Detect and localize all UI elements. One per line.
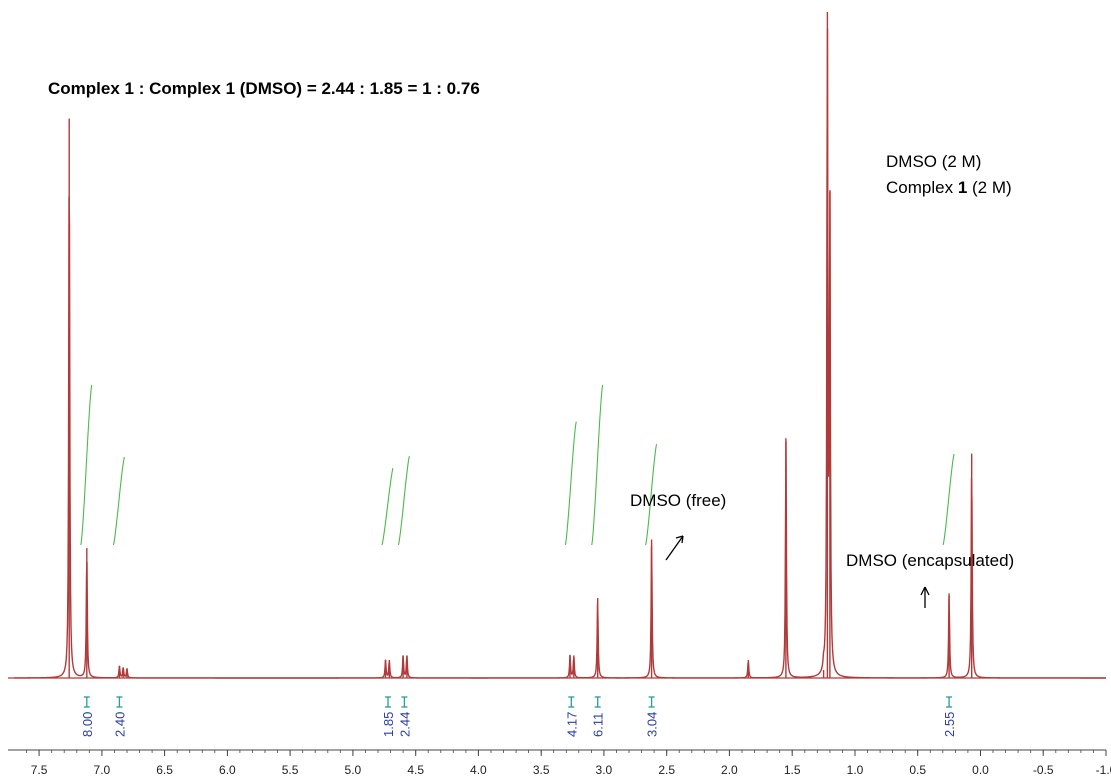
- integral-marker-2: [385, 696, 391, 708]
- integral-value-4: 4.17: [564, 712, 579, 737]
- integral-value-3: 2.44: [397, 712, 412, 737]
- x-tick-label: -1.0: [1096, 763, 1111, 777]
- integral-value-6: 3.04: [645, 712, 660, 737]
- x-tick-label: 5.0: [345, 763, 362, 777]
- integral-marker-5: [594, 696, 601, 708]
- x-tick-label: -0.5: [1033, 763, 1054, 777]
- x-tick-label: 7.5: [31, 763, 48, 777]
- legend-line-complex: Complex 1 (2 M): [886, 178, 1012, 197]
- x-tick-label: 3.5: [533, 763, 550, 777]
- x-tick-label: 5.5: [282, 763, 299, 777]
- x-tick-label: 1.5: [784, 763, 801, 777]
- x-tick-label: 1.0: [847, 763, 864, 777]
- integral-labels: 8.00 2.40 1.85 2.44 4.17 6.11 3.04 2.55: [80, 696, 957, 737]
- integral-marker-6: [648, 696, 655, 708]
- spectrum-trace: [14, 28, 1106, 679]
- integral-curve-3: [397, 456, 410, 546]
- x-tick-label: 6.0: [219, 763, 236, 777]
- x-axis-ticks: 7.5 7.0 6.5 6.0 5.5 5.0 4.5 4.0 3.5 3.0 2.5 2.0 1.5 1…: [26, 750, 1111, 777]
- arrowhead-dmso-free: [675, 535, 684, 544]
- integral-value-2: 1.85: [381, 712, 396, 737]
- x-tick-label: 4.5: [407, 763, 424, 777]
- integral-marker-4: [568, 696, 575, 708]
- x-tick-label: 3.0: [596, 763, 613, 777]
- integral-curve-1: [112, 456, 125, 546]
- peaks-layer: [68, 12, 973, 678]
- x-tick-label: 0.0: [972, 763, 989, 777]
- integral-marker-0: [83, 696, 90, 708]
- integral-value-0: 8.00: [80, 712, 95, 737]
- integral-marker-1: [116, 696, 123, 708]
- x-tick-label: 6.5: [156, 763, 173, 777]
- annotation-dmso-encapsulated: DMSO (encapsulated): [846, 551, 1014, 570]
- integral-value-1: 2.40: [112, 712, 127, 737]
- chart-title: Complex 1 : Complex 1 (DMSO) = 2.44 : 1.…: [48, 79, 480, 98]
- x-tick-label: 2.0: [721, 763, 738, 777]
- integral-curve-6: [645, 444, 658, 546]
- integral-curve-4: [564, 421, 577, 546]
- x-tick-label: 0.5: [909, 763, 926, 777]
- integral-curve-0: [80, 384, 93, 546]
- integral-curve-5: [591, 384, 604, 546]
- integral-curve-2: [381, 467, 394, 546]
- x-tick-label: 7.0: [94, 763, 111, 777]
- annotation-dmso-free: DMSO (free): [630, 491, 726, 510]
- arrow-dmso-free: [665, 535, 684, 561]
- integral-curve-7: [942, 453, 955, 546]
- arrowhead-dmso-encapsulated: [920, 586, 930, 596]
- integral-marker-3: [401, 696, 408, 708]
- integral-value-5: 6.11: [591, 713, 606, 737]
- integral-value-7: 2.55: [942, 712, 957, 737]
- legend-line-dmso: DMSO (2 M): [886, 152, 981, 171]
- integral-marker-7: [946, 696, 953, 708]
- integration-curves: [80, 384, 955, 546]
- x-tick-label: 4.0: [470, 763, 487, 777]
- x-tick-label: 2.5: [658, 763, 675, 777]
